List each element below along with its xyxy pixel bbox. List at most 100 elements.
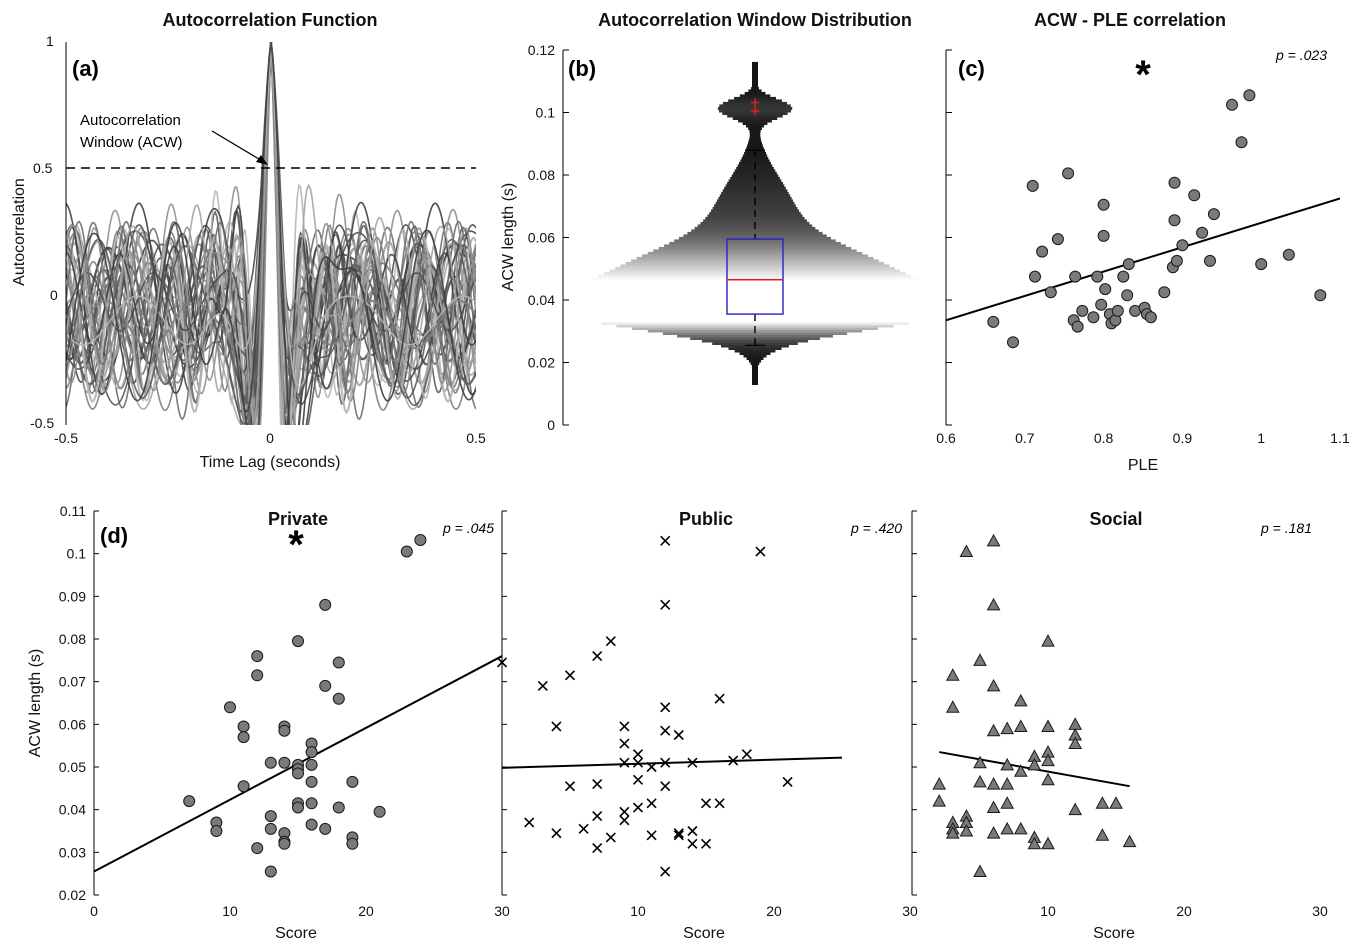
panel-c-data-point [1007,336,1019,349]
panel-c-data-point [1121,289,1134,302]
panel-d-ytick-label: 0.05 [59,759,86,775]
violin-density-slice [748,359,762,363]
violin-density-slice [749,134,761,138]
violin-density-slice [752,84,758,88]
subplot-data-point [973,755,987,769]
subplot-data-point [632,802,644,813]
autocorrelation-series-line [66,42,476,425]
subplot-data-point [632,774,644,785]
subplot-data-point [646,830,657,841]
panel-c-xtick-label: 1 [1257,430,1265,446]
subplot-data-point [660,535,671,546]
panel-a-xlabel: Time Lag (seconds) [200,454,341,471]
violin-density-slice [752,69,758,73]
panel-c-fit [946,197,1340,322]
subplot-data-point [537,680,548,691]
subplot-data-point [319,679,332,692]
subplot-data-point [592,843,603,854]
subplot-data-point [564,670,576,681]
subplot-data-point [332,692,345,705]
panel-b-ytick-label: 0.12 [528,42,555,58]
violin-density-slice [728,346,782,350]
violin-density-slice [703,219,807,223]
panel-a-xtick: 0.5 [466,430,486,446]
panel-c-data-point [1314,289,1327,302]
subplot-data-point [660,866,671,877]
panel-a-title: Autocorrelation Function [163,10,378,30]
subplot-data-point [945,668,960,681]
subplot-data-point [551,828,562,839]
subplot-data-point [496,657,508,668]
subplot-data-point [619,757,630,768]
violin-density-slice [590,296,920,300]
panel-d: 0.020.030.040.050.060.070.080.090.10.11 … [27,503,1328,942]
subplot-data-point [1027,836,1042,850]
subplot-data-point [660,781,671,792]
subplot-data-point [332,656,345,669]
subplot-xlabel: Score [1093,925,1135,942]
subplot-data-point [551,721,562,732]
boxplot [726,98,784,346]
subplot-data-point [1095,796,1110,809]
violin-density-slice [739,351,771,355]
subplot-data-point [251,842,264,855]
panel-b-ytick-label: 0.04 [528,292,555,308]
outlier-marker [751,106,759,115]
panel-b-ytick-label: 0.08 [528,167,555,183]
subplot-data-point [278,724,291,737]
violin-density-slice [609,269,901,273]
violin-density-slice [741,156,769,160]
subplot-data-point [1000,757,1015,771]
violin-density-slice [748,126,762,130]
panel-b-ylabel: ACW length (s) [500,183,517,291]
violin-density-slice [738,119,772,123]
violin-density-slice [658,246,852,250]
violin-density-slice [721,344,789,348]
panel-c-label: (c) [958,56,985,81]
subplot-data-point [1000,777,1015,790]
panel-c-data-point [1235,136,1248,149]
autocorrelation-series-line [66,42,476,406]
violin-density-slice [705,216,805,220]
subplot-social: Social p = .181 10 20 30 Score [932,509,1328,942]
panel-a-ytick: 0 [50,287,58,303]
violin-density-slice [590,306,920,310]
panel-d-ytick-label: 0.02 [59,887,86,903]
autocorrelation-series-line [66,42,476,399]
subplot-data-point [292,801,304,814]
autocorrelation-series-line [66,42,476,388]
subplot-data-point [660,757,671,768]
subplot-data-point [1000,796,1015,809]
violin-density-slice [604,271,906,275]
acw-arrowhead [256,155,268,165]
subplot-data-point [251,650,264,663]
panel-d-ytick-label: 0.11 [60,503,86,519]
violin-density-slice [725,184,785,188]
panel-c-data-point [1144,311,1157,324]
subplot-data-point [1068,802,1083,816]
panel-c-xtick-label: 0.9 [1173,430,1193,446]
violin-density-slice [677,334,833,338]
violin-density-slice [752,74,758,78]
panel-c-data-point [1117,270,1130,283]
subplot-data-point [632,757,644,768]
violin-density-slice [744,91,766,95]
subplot-data-point [619,721,630,732]
violin-density-slice [751,86,759,90]
violin-density-slice [662,331,848,335]
autocorrelation-series-line [66,42,476,425]
violin-density-slice [748,139,762,143]
subplot-data-point [210,825,223,837]
panel-d-ytick-label: 0.06 [59,716,86,732]
subplot-data-point [1013,693,1028,707]
violin-density-slice [590,289,920,293]
subplot-data-point [1000,721,1015,735]
violin-density-slice [752,374,758,378]
panel-c-significance-star: * [1135,53,1151,97]
subplot-data-point [986,678,1001,692]
panel-c-data-point [987,315,1000,328]
violin-density-slice [740,159,770,163]
subplot-data-point [782,776,793,787]
autocorrelation-series-line [66,42,476,425]
subplot-data-point [932,777,947,790]
